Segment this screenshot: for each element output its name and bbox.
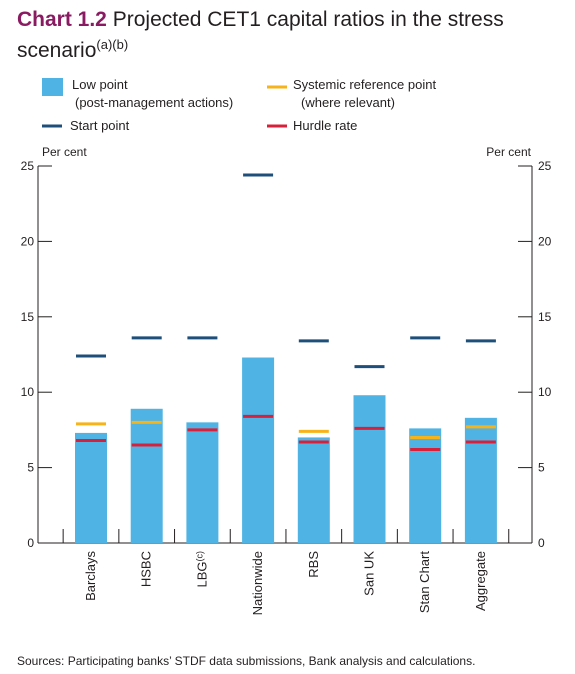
y-tick-label-right: 25	[538, 159, 552, 173]
chart-number: Chart 1.2	[17, 8, 107, 31]
bar-low-point	[464, 417, 497, 543]
bar-low-point	[130, 408, 163, 543]
x-category-name: Nationwide	[250, 551, 265, 615]
x-category-label: RBS	[306, 551, 321, 578]
y-tick-label-left: 10	[21, 385, 35, 399]
x-category-name: LBG	[194, 562, 209, 588]
y-axis-label-right: Per cent	[486, 145, 531, 159]
y-tick-label-right: 20	[538, 234, 552, 248]
x-category-label: LBG(c)	[194, 551, 209, 588]
title-footnote-marks: (a)(b)	[96, 37, 129, 52]
bar-low-point	[186, 422, 219, 543]
x-category-name: HSBC	[139, 551, 154, 587]
y-tick-label-left: 0	[27, 536, 34, 550]
y-tick-label-left: 15	[21, 310, 35, 324]
legend-swatch-low-point	[42, 78, 63, 96]
legend-label-hurdle-rate: Hurdle rate	[293, 118, 357, 133]
x-category-name: RBS	[306, 551, 321, 578]
chart-title-text: Projected CET1 capital ratios in the str…	[17, 8, 504, 62]
y-tick-label-left: 25	[21, 159, 35, 173]
legend-label-low-point-line2: (post-management actions)	[75, 95, 233, 110]
bar-low-point	[242, 357, 275, 543]
x-category-name: San UK	[362, 551, 377, 596]
x-category-name: Barclays	[83, 551, 98, 601]
bar-low-point	[75, 432, 107, 543]
x-category-footnote: (c)	[194, 551, 204, 562]
legend-label-low-point: Low point	[72, 77, 128, 92]
y-tick-label-right: 15	[538, 310, 552, 324]
legend-label-systemic-reference-point-line2: (where relevant)	[301, 95, 395, 110]
x-category-label: Stan Chart	[417, 551, 432, 614]
legend-label-systemic-reference-point: Systemic reference point	[293, 77, 436, 92]
x-category-label: Barclays	[83, 551, 98, 601]
x-category-label: Nationwide	[250, 551, 265, 615]
y-tick-label-right: 5	[538, 461, 545, 475]
y-tick-label-left: 5	[27, 461, 34, 475]
bar-low-point	[297, 437, 330, 543]
chart-title: Chart 1.2 Projected CET1 capital ratios …	[17, 4, 562, 66]
sources-note: Sources: Participating banks’ STDF data …	[17, 654, 476, 668]
y-tick-label-right: 0	[538, 536, 545, 550]
x-category-name: Aggregate	[473, 551, 488, 611]
y-axis-label-left: Per cent	[42, 145, 87, 159]
bar-low-point	[409, 428, 442, 543]
legend-label-start-point: Start point	[70, 118, 130, 133]
y-tick-label-right: 10	[538, 385, 552, 399]
x-category-label: Aggregate	[473, 551, 488, 611]
x-category-name: Stan Chart	[417, 551, 432, 614]
x-category-label: San UK	[362, 551, 377, 596]
y-tick-label-left: 20	[21, 234, 35, 248]
bar-low-point	[353, 395, 386, 543]
x-category-label: HSBC	[139, 551, 154, 587]
